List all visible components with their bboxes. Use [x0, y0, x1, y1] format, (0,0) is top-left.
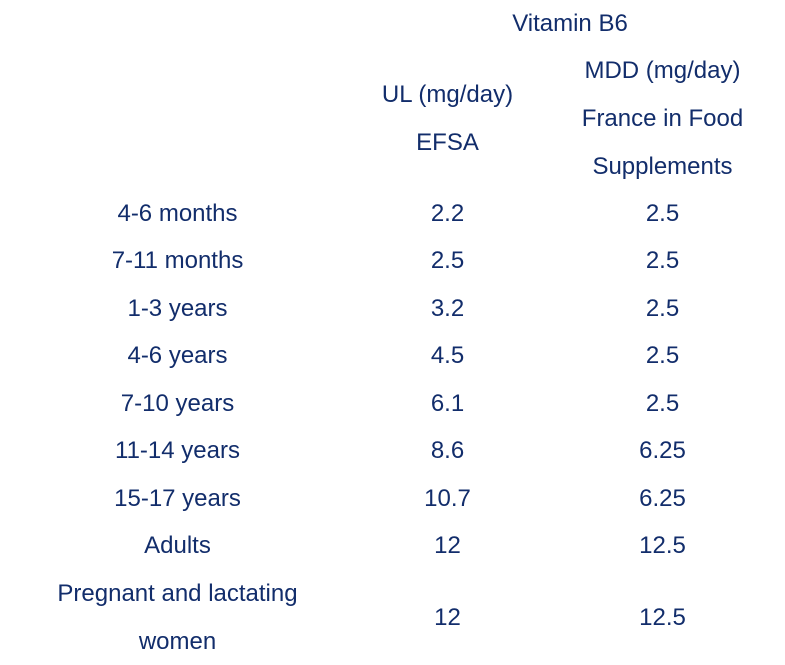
row-label: 7-10 years: [120, 389, 235, 417]
mdd-value: 12.5: [639, 603, 686, 631]
table-header-row: UL (mg/day) EFSA MDD (mg/day) France in …: [0, 48, 785, 190]
row-label: 15-17 years: [114, 484, 241, 512]
column-header-ul-line2: EFSA: [416, 129, 479, 156]
row-label: 11-14 years: [115, 437, 240, 465]
mdd-value: 2.5: [645, 199, 680, 227]
row-label: Adults: [144, 532, 211, 560]
mdd-value: 2.5: [645, 247, 680, 275]
row-label: 4-6 months: [117, 199, 238, 227]
ul-value: 3.2: [430, 294, 465, 322]
row-label: 1-3 years: [127, 294, 228, 322]
ul-value: 2.5: [430, 247, 465, 275]
column-header-mdd-line2: France in Food: [581, 105, 744, 132]
ul-value: 4.5: [430, 342, 465, 370]
table-row: 1-3 years 3.2 2.5: [0, 285, 785, 333]
mdd-value: 2.5: [645, 294, 680, 322]
ul-value: 12: [434, 603, 461, 631]
row-label: 7-11 months: [111, 247, 244, 275]
mdd-value: 12.5: [639, 532, 686, 560]
row-label: Pregnant and lactating women: [57, 579, 298, 655]
column-header-ul-line1: UL (mg/day): [381, 81, 514, 108]
table-row: Pregnant and lactating women 12 12.5: [0, 570, 785, 665]
ul-value: 6.1: [430, 389, 465, 417]
column-header-mdd: MDD (mg/day) France in Food Supplements: [540, 48, 785, 190]
column-header-mdd-line1: MDD (mg/day): [584, 57, 741, 84]
ul-value: 2.2: [430, 199, 465, 227]
column-header-ul: UL (mg/day) EFSA: [355, 48, 540, 190]
mdd-value: 2.5: [645, 389, 680, 417]
column-header-mdd-line3: Supplements: [592, 153, 733, 180]
empty-corner-cell: [0, 0, 355, 48]
mdd-value: 6.25: [639, 437, 686, 465]
mdd-value: 2.5: [645, 342, 680, 370]
table-title: Vitamin B6: [512, 10, 628, 37]
table-row: 7-10 years 6.1 2.5: [0, 380, 785, 428]
mdd-value: 6.25: [639, 484, 686, 512]
table-row: 7-11 months 2.5 2.5: [0, 238, 785, 286]
table-title-row: Vitamin B6: [0, 0, 785, 48]
empty-header-cell: [0, 48, 355, 190]
ul-value: 12: [434, 532, 461, 560]
table-row: 4-6 years 4.5 2.5: [0, 333, 785, 381]
table-row: 4-6 months 2.2 2.5: [0, 190, 785, 238]
ul-value: 8.6: [430, 437, 465, 465]
table-row: 15-17 years 10.7 6.25: [0, 475, 785, 523]
table-row: Adults 12 12.5: [0, 523, 785, 571]
table-row: 11-14 years 8.6 6.25: [0, 428, 785, 476]
row-label: 4-6 years: [127, 342, 228, 370]
ul-value: 10.7: [424, 484, 471, 512]
